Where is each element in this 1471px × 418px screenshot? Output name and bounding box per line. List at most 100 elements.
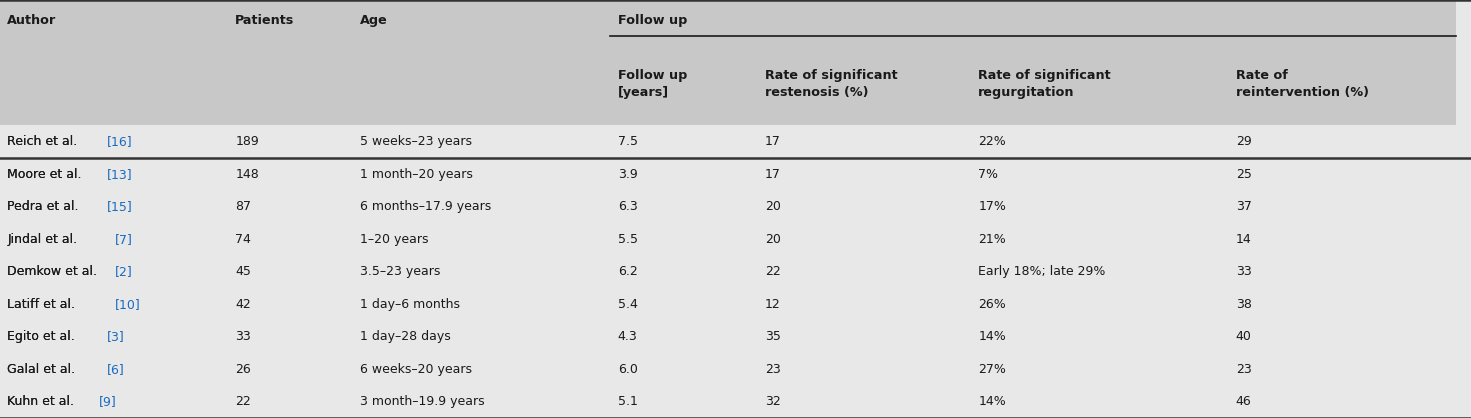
Text: [16]: [16] xyxy=(107,135,132,148)
Text: Moore et al.: Moore et al. xyxy=(7,168,85,181)
Text: Rate of significant
regurgitation: Rate of significant regurgitation xyxy=(978,69,1111,99)
Bar xyxy=(228,223,353,255)
Bar xyxy=(758,158,971,191)
Text: 6 weeks–20 years: 6 weeks–20 years xyxy=(360,363,472,376)
Text: Galal et al.: Galal et al. xyxy=(7,363,79,376)
Bar xyxy=(0,255,228,288)
Bar xyxy=(228,288,353,321)
Text: 17%: 17% xyxy=(978,200,1006,213)
Text: [15]: [15] xyxy=(107,200,132,213)
Text: 32: 32 xyxy=(765,395,781,408)
Text: 20: 20 xyxy=(765,200,781,213)
Text: Reich et al.: Reich et al. xyxy=(7,135,81,148)
Bar xyxy=(353,288,610,321)
Bar xyxy=(228,191,353,223)
Text: Early 18%; late 29%: Early 18%; late 29% xyxy=(978,265,1106,278)
Text: Jindal et al.: Jindal et al. xyxy=(7,233,81,246)
Text: 38: 38 xyxy=(1236,298,1252,311)
Bar xyxy=(228,353,353,385)
Bar xyxy=(353,321,610,353)
Bar xyxy=(758,191,971,223)
Bar xyxy=(228,0,353,42)
Text: 5 weeks–23 years: 5 weeks–23 years xyxy=(360,135,472,148)
Bar xyxy=(971,125,1228,158)
Text: [10]: [10] xyxy=(115,298,140,311)
Bar xyxy=(971,353,1228,385)
Bar xyxy=(1228,158,1456,191)
Text: 5.5: 5.5 xyxy=(618,233,638,246)
Bar xyxy=(0,0,228,42)
Bar xyxy=(228,158,353,191)
Text: 1–20 years: 1–20 years xyxy=(360,233,430,246)
Text: 6.2: 6.2 xyxy=(618,265,637,278)
Bar xyxy=(610,288,758,321)
Text: 3.5–23 years: 3.5–23 years xyxy=(360,265,441,278)
Bar xyxy=(0,42,228,125)
Bar xyxy=(758,0,971,42)
Text: 22%: 22% xyxy=(978,135,1006,148)
Bar xyxy=(1228,385,1456,418)
Text: 45: 45 xyxy=(235,265,252,278)
Text: 74: 74 xyxy=(235,233,252,246)
Text: 12: 12 xyxy=(765,298,781,311)
Bar xyxy=(228,321,353,353)
Bar xyxy=(610,223,758,255)
Bar xyxy=(228,385,353,418)
Text: Reich et al.: Reich et al. xyxy=(7,135,81,148)
Text: 14: 14 xyxy=(1236,233,1252,246)
Text: 5.1: 5.1 xyxy=(618,395,638,408)
Text: 23: 23 xyxy=(765,363,781,376)
Bar xyxy=(353,385,610,418)
Text: 40: 40 xyxy=(1236,330,1252,343)
Text: 33: 33 xyxy=(1236,265,1252,278)
Bar xyxy=(228,42,353,125)
Bar xyxy=(971,288,1228,321)
Text: 22: 22 xyxy=(765,265,781,278)
Text: Rate of significant
restenosis (%): Rate of significant restenosis (%) xyxy=(765,69,897,99)
Text: 1 day–28 days: 1 day–28 days xyxy=(360,330,452,343)
Text: 1 day–6 months: 1 day–6 months xyxy=(360,298,460,311)
Text: Follow up
[years]: Follow up [years] xyxy=(618,69,687,99)
Text: Moore et al.: Moore et al. xyxy=(7,168,85,181)
Bar xyxy=(610,255,758,288)
Bar xyxy=(610,191,758,223)
Text: 26%: 26% xyxy=(978,298,1006,311)
Bar xyxy=(1228,0,1456,42)
Bar xyxy=(758,288,971,321)
Bar xyxy=(353,42,610,125)
Text: 14%: 14% xyxy=(978,395,1006,408)
Bar xyxy=(228,125,353,158)
Text: Demkow et al.: Demkow et al. xyxy=(7,265,101,278)
Text: Latiff et al.: Latiff et al. xyxy=(7,298,79,311)
Bar xyxy=(1228,255,1456,288)
Text: 87: 87 xyxy=(235,200,252,213)
Text: 148: 148 xyxy=(235,168,259,181)
Text: 7.5: 7.5 xyxy=(618,135,638,148)
Text: 21%: 21% xyxy=(978,233,1006,246)
Text: Kuhn et al.: Kuhn et al. xyxy=(7,395,78,408)
Text: 6 months–17.9 years: 6 months–17.9 years xyxy=(360,200,491,213)
Bar xyxy=(353,158,610,191)
Text: 6.0: 6.0 xyxy=(618,363,638,376)
Bar xyxy=(758,321,971,353)
Bar xyxy=(0,158,228,191)
Bar xyxy=(0,191,228,223)
Bar xyxy=(228,255,353,288)
Bar xyxy=(0,288,228,321)
Bar xyxy=(353,0,610,42)
Bar xyxy=(1228,191,1456,223)
Bar xyxy=(0,385,228,418)
Text: 189: 189 xyxy=(235,135,259,148)
Text: [3]: [3] xyxy=(107,330,125,343)
Bar xyxy=(353,255,610,288)
Text: 5.4: 5.4 xyxy=(618,298,638,311)
Text: 25: 25 xyxy=(1236,168,1252,181)
Bar xyxy=(971,158,1228,191)
Text: 42: 42 xyxy=(235,298,252,311)
Text: 35: 35 xyxy=(765,330,781,343)
Text: 26: 26 xyxy=(235,363,252,376)
Text: 33: 33 xyxy=(235,330,252,343)
Bar xyxy=(0,321,228,353)
Text: 23: 23 xyxy=(1236,363,1252,376)
Bar xyxy=(610,0,758,42)
